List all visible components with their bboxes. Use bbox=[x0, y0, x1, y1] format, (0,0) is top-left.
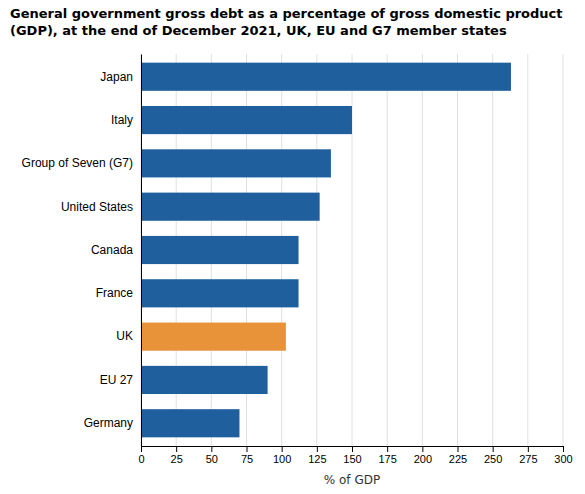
x-tick: 50 bbox=[206, 446, 218, 465]
y-tick: Group of Seven (G7) bbox=[22, 156, 133, 170]
y-tick: United States bbox=[61, 200, 133, 214]
bar bbox=[141, 63, 511, 91]
y-tick-label: France bbox=[96, 286, 134, 300]
grid bbox=[141, 54, 563, 446]
y-tick: Canada bbox=[91, 243, 133, 257]
x-tick-label: 150 bbox=[343, 453, 361, 465]
x-tick-label: 200 bbox=[414, 453, 432, 465]
x-tick: 300 bbox=[554, 446, 572, 465]
x-tick-label: 0 bbox=[138, 453, 144, 465]
x-tick: 0 bbox=[138, 446, 144, 465]
grid-line bbox=[457, 54, 458, 446]
bar bbox=[141, 409, 239, 437]
x-tick: 225 bbox=[449, 446, 467, 465]
y-tick-label: Group of Seven (G7) bbox=[22, 156, 133, 170]
y-tick: EU 27 bbox=[100, 373, 134, 387]
x-tick: 150 bbox=[343, 446, 361, 465]
bar bbox=[141, 149, 331, 177]
y-tick-label: UK bbox=[116, 329, 133, 343]
title: General government gross debt as a perce… bbox=[10, 6, 563, 38]
x-tick-label: 75 bbox=[241, 453, 253, 465]
x-axis-title: % of GDP bbox=[324, 473, 380, 487]
x-tick-mark bbox=[528, 446, 529, 452]
x-tick: 175 bbox=[378, 446, 396, 465]
x-tick-mark bbox=[563, 446, 564, 452]
x-tick: 125 bbox=[308, 446, 326, 465]
x-tick: 75 bbox=[241, 446, 253, 465]
x-axis-line bbox=[142, 447, 564, 453]
x-tick-mark bbox=[211, 446, 212, 452]
x-tick-label: 275 bbox=[519, 453, 537, 465]
x-tick: 25 bbox=[171, 446, 183, 465]
x-tick: 250 bbox=[484, 446, 502, 465]
x-tick-label: 100 bbox=[273, 453, 291, 465]
grid-line bbox=[387, 54, 388, 446]
x-tick-label: 125 bbox=[308, 453, 326, 465]
plot: 0 25 50 75 100 125 150 175 200 225 250 275 300 Japan I… bbox=[22, 54, 573, 487]
y-tick: Japan bbox=[100, 70, 133, 84]
x-tick-label: 250 bbox=[484, 453, 502, 465]
y-tick: Italy bbox=[111, 113, 133, 127]
x-tick: 200 bbox=[414, 446, 432, 465]
x-tick: 100 bbox=[273, 446, 291, 465]
y-tick: Germany bbox=[84, 416, 133, 430]
grid-line bbox=[492, 54, 493, 446]
x-tick-label: 25 bbox=[171, 453, 183, 465]
y-tick: UK bbox=[116, 329, 133, 343]
bar bbox=[141, 193, 320, 221]
x-tick-mark bbox=[176, 446, 177, 452]
y-axis-line bbox=[141, 55, 142, 447]
y-tick-label: Japan bbox=[100, 70, 133, 84]
grid-line bbox=[527, 54, 528, 446]
bar bbox=[141, 323, 286, 351]
x-tick-mark bbox=[493, 446, 494, 452]
y-tick-label: Canada bbox=[91, 243, 133, 257]
x-tick-label: 50 bbox=[206, 453, 218, 465]
x-tick-mark bbox=[282, 446, 283, 452]
y-tick: France bbox=[96, 286, 134, 300]
x-tick-label: 225 bbox=[449, 453, 467, 465]
x-tick-mark bbox=[352, 446, 353, 452]
title-line: (GDP), at the end of December 2021, UK, … bbox=[10, 23, 507, 38]
grid-line bbox=[422, 54, 423, 446]
x-tick-mark bbox=[141, 446, 142, 452]
bars bbox=[141, 63, 511, 438]
grid-line bbox=[563, 54, 564, 446]
x-axis: 0 25 50 75 100 125 150 175 200 225 250 275 300 bbox=[138, 446, 572, 465]
grid-line bbox=[141, 54, 142, 446]
x-tick-label: 175 bbox=[378, 453, 396, 465]
bar bbox=[141, 236, 299, 264]
y-tick-label: EU 27 bbox=[100, 373, 134, 387]
x-tick-mark bbox=[422, 446, 423, 452]
x-tick-mark bbox=[387, 446, 388, 452]
bar bbox=[141, 366, 268, 394]
x-tick-label: 300 bbox=[554, 453, 572, 465]
bar bbox=[141, 106, 352, 134]
y-tick-label: Italy bbox=[111, 113, 133, 127]
title-line: General government gross debt as a perce… bbox=[10, 6, 563, 21]
x-tick-mark bbox=[458, 446, 459, 452]
chart: General government gross debt as a perce… bbox=[0, 0, 585, 494]
y-axis: Japan Italy Group of Seven (G7) United Stat… bbox=[22, 55, 142, 447]
x-tick-mark bbox=[247, 446, 248, 452]
x-tick: 275 bbox=[519, 446, 537, 465]
bar bbox=[141, 279, 299, 307]
y-tick-label: Germany bbox=[84, 416, 133, 430]
x-tick-mark bbox=[317, 446, 318, 452]
y-tick-label: United States bbox=[61, 200, 133, 214]
